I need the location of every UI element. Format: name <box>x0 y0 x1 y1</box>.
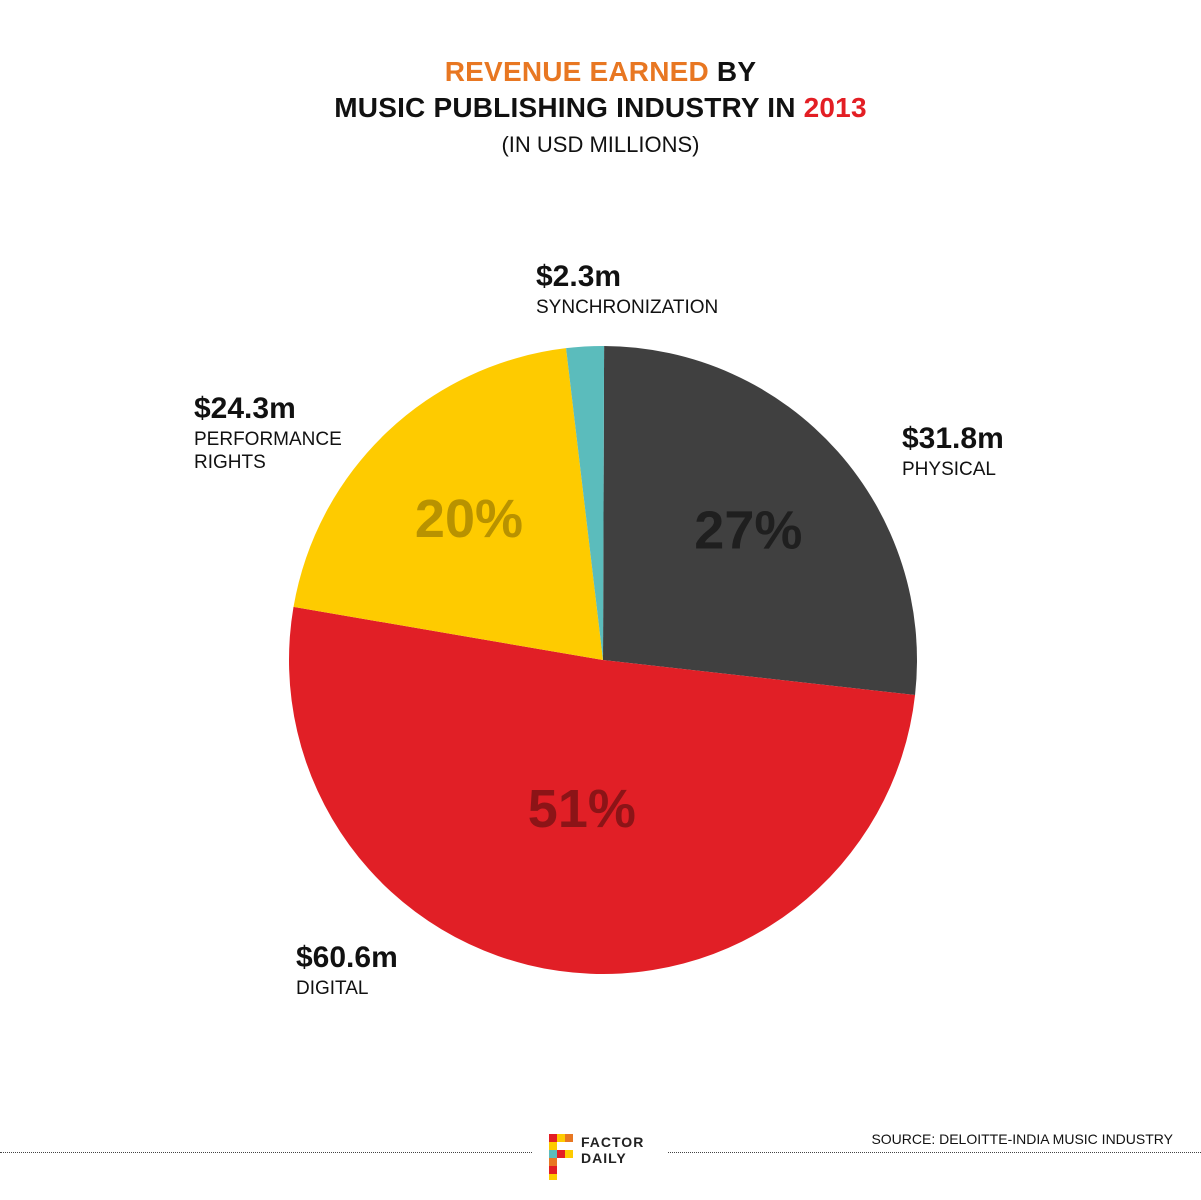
factor-daily-logo: FACTOR DAILY <box>545 1132 665 1182</box>
footer-divider-right <box>668 1152 1201 1153</box>
title-text-by: BY <box>708 56 757 87</box>
callout-physical: $31.8m PHYSICAL <box>902 424 1004 481</box>
pie-percent-label-digital: 51% <box>528 779 636 839</box>
pie-slice-digital <box>288 606 916 974</box>
callout-digital-label: DIGITAL <box>296 978 369 999</box>
pie-slice-physical <box>603 346 918 696</box>
title-text-industry: MUSIC PUBLISHING INDUSTRY IN <box>334 92 804 123</box>
callout-digital-value: $60.6m <box>296 941 398 974</box>
pie-percent-label-performance-rights: 20% <box>415 489 523 549</box>
logo-word-factor: FACTOR <box>581 1134 645 1150</box>
logo-word-daily: DAILY <box>581 1150 627 1167</box>
callout-sync-value: $2.3m <box>536 260 622 293</box>
chart-title-line-2: MUSIC PUBLISHING INDUSTRY IN 2013 <box>0 94 1201 130</box>
pie-slice-performance-rights <box>293 348 603 660</box>
title-highlight-year: 2013 <box>803 92 867 123</box>
callout-sync-label: SYNCHRONIZATION <box>536 297 719 318</box>
factor-daily-logo-icon <box>549 1134 573 1180</box>
callout-performance-label-line-1: PERFORMANCE <box>194 429 342 450</box>
callout-performance-label: PERFORMANCE RIGHTS <box>194 428 342 474</box>
pie-percent-label-physical: 27% <box>694 500 802 560</box>
chart-title-line-1: REVENUE EARNED BY <box>0 58 1201 94</box>
chart-header: REVENUE EARNED BY MUSIC PUBLISHING INDUS… <box>0 58 1201 164</box>
callout-digital: $60.6m DIGITAL <box>296 943 398 1000</box>
callout-performance-label-line-2: RIGHTS <box>194 452 266 474</box>
source-note: SOURCE: DELOITTE-INDIA MUSIC INDUSTRY <box>871 1131 1173 1147</box>
title-highlight-orange: REVENUE EARNED <box>444 56 709 87</box>
pie-slice-synchronization <box>566 346 605 660</box>
footer-divider-left <box>0 1152 532 1153</box>
callout-performance-rights: $24.3m PERFORMANCE RIGHTS <box>194 394 342 474</box>
callout-physical-label: PHYSICAL <box>902 459 996 480</box>
callout-physical-value: $31.8m <box>902 422 1004 455</box>
factor-daily-logo-wordmark: FACTOR DAILY <box>581 1134 644 1166</box>
callout-performance-value: $24.3m <box>194 392 296 425</box>
chart-subtitle: (IN USD MILLIONS) <box>501 132 700 157</box>
callout-synchronization: $2.3m SYNCHRONIZATION <box>536 262 718 319</box>
